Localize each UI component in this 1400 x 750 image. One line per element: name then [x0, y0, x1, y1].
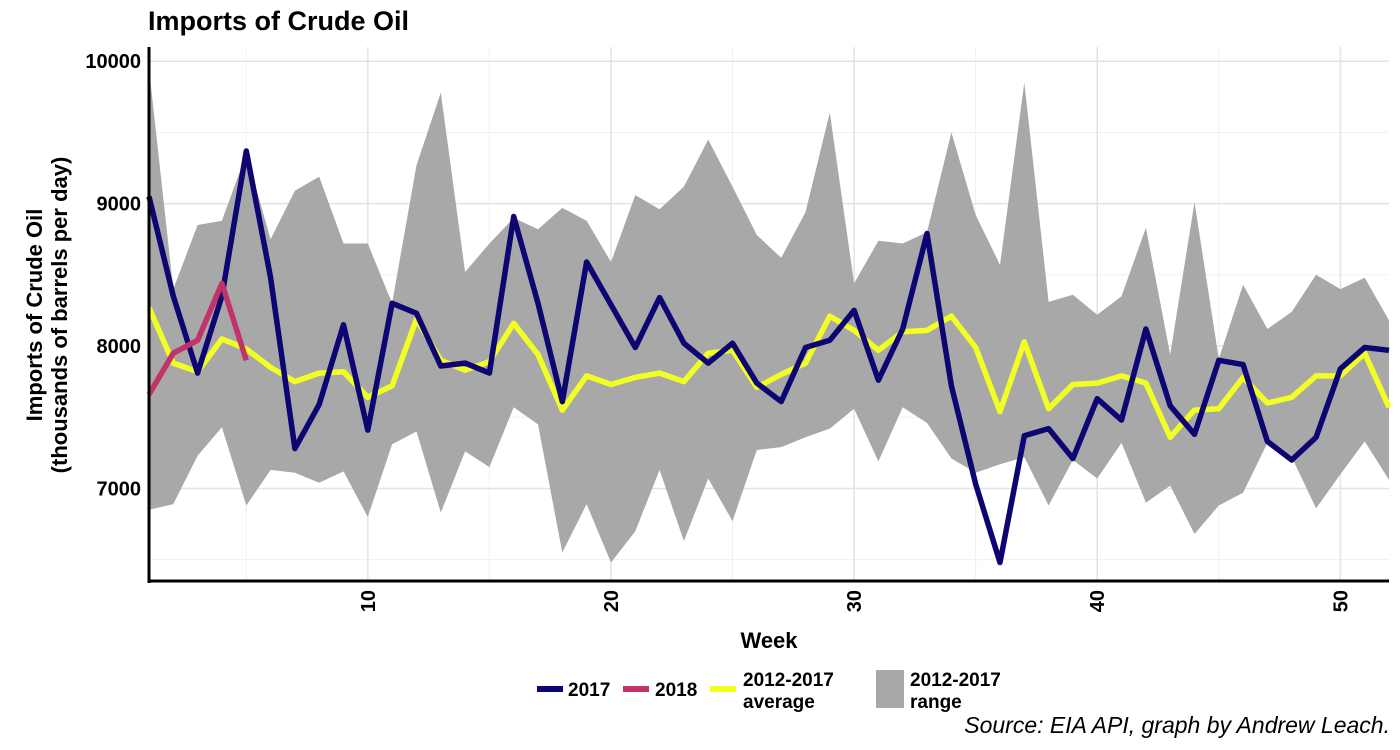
x-tick-label: 50 — [1330, 590, 1352, 612]
legend: 2017 2018 2012-2017 average 2012-2017 ra… — [537, 670, 1001, 713]
x-tick-label: 20 — [601, 590, 623, 612]
series-line-2018 — [146, 280, 249, 396]
y-axis-label-line1: Imports of Crude Oil — [22, 209, 47, 422]
y-tick-label: 10000 — [85, 51, 141, 73]
tick-labels: 7000 8000 9000 10000 10 20 30 40 50 — [85, 51, 1352, 612]
legend-label-average-line2: average — [743, 692, 815, 713]
legend-label-average-line1: 2012-2017 — [743, 670, 834, 691]
y-tick-label: 9000 — [97, 194, 142, 216]
legend-label-range-line1: 2012-2017 — [910, 670, 1001, 691]
y-tick-label: 7000 — [97, 478, 142, 500]
x-axis-label: Week — [740, 628, 798, 653]
y-axis-label-line2: (thousands of barrels per day) — [47, 157, 72, 474]
x-tick-label: 10 — [358, 590, 380, 612]
legend-label-range-line2: range — [910, 692, 962, 713]
series-layer — [146, 148, 1392, 566]
series-line-2017 — [146, 148, 1390, 566]
x-tick-label: 40 — [1087, 590, 1109, 612]
axes — [147, 47, 1389, 583]
x-tick-label: 30 — [844, 590, 866, 612]
legend-swatch-range — [876, 670, 904, 708]
y-tick-label: 8000 — [97, 336, 142, 358]
legend-label-2018: 2018 — [655, 680, 697, 701]
chart-title: Imports of Crude Oil — [148, 6, 410, 36]
legend-label-2017: 2017 — [568, 680, 610, 701]
source-note: Source: EIA API, graph by Andrew Leach. — [964, 712, 1390, 738]
